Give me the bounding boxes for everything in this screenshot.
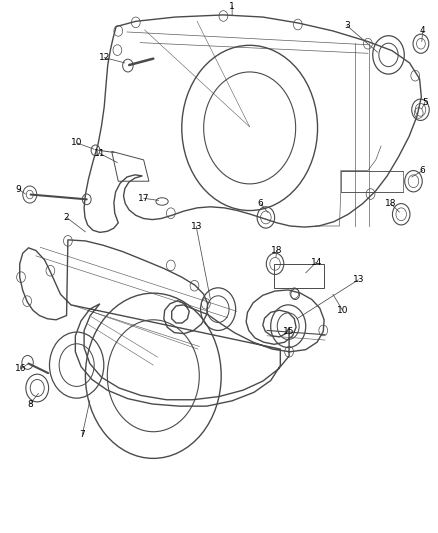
Text: 3: 3 <box>344 21 350 30</box>
Text: 10: 10 <box>71 139 82 147</box>
Text: 12: 12 <box>99 53 110 62</box>
Text: 18: 18 <box>271 246 283 255</box>
Text: 13: 13 <box>191 222 202 231</box>
Text: 2: 2 <box>64 213 69 222</box>
Text: 14: 14 <box>311 258 322 266</box>
Text: 11: 11 <box>94 149 106 158</box>
Text: 17: 17 <box>138 194 149 203</box>
Text: 9: 9 <box>15 185 21 193</box>
Text: 8: 8 <box>27 400 33 408</box>
Text: 4: 4 <box>420 27 425 35</box>
Text: 7: 7 <box>79 430 85 439</box>
Text: 18: 18 <box>385 199 396 208</box>
Text: 13: 13 <box>353 276 364 284</box>
Text: 5: 5 <box>422 98 428 107</box>
Text: 6: 6 <box>258 199 264 208</box>
Text: 10: 10 <box>337 306 348 314</box>
Text: 15: 15 <box>283 327 295 336</box>
Text: 1: 1 <box>229 2 235 11</box>
Text: 6: 6 <box>420 166 426 175</box>
Text: 16: 16 <box>15 365 27 373</box>
